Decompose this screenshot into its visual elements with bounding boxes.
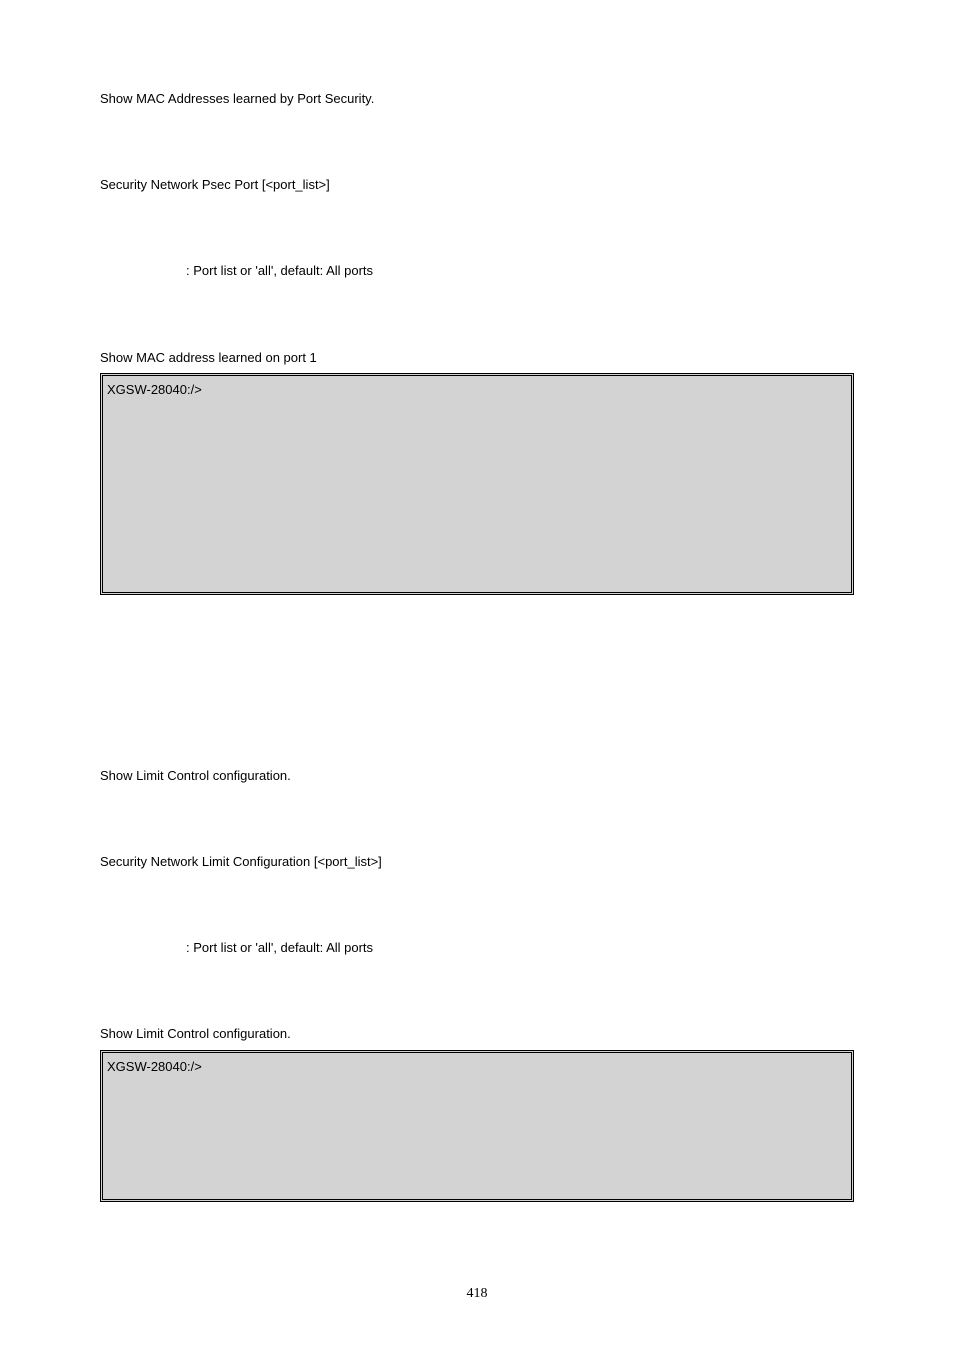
section1-example-label: Show MAC address learned on port 1 xyxy=(100,349,854,367)
section1-terminal: XGSW-28040:/> xyxy=(100,373,854,595)
section1-syntax: Security Network Psec Port [<port_list>] xyxy=(100,176,854,194)
section1-description: Show MAC Addresses learned by Port Secur… xyxy=(100,90,854,108)
page-number: 418 xyxy=(0,1286,954,1302)
terminal-prompt: XGSW-28040:/> xyxy=(107,1059,202,1074)
section2-terminal: XGSW-28040:/> xyxy=(100,1050,854,1202)
section2-example-label: Show Limit Control configuration. xyxy=(100,1025,854,1043)
section2-description: Show Limit Control configuration. xyxy=(100,767,854,785)
section2-param: : Port list or 'all', default: All ports xyxy=(100,939,854,957)
section2-syntax: Security Network Limit Configuration [<p… xyxy=(100,853,854,871)
terminal-prompt: XGSW-28040:/> xyxy=(107,382,202,397)
section1-param: : Port list or 'all', default: All ports xyxy=(100,262,854,280)
